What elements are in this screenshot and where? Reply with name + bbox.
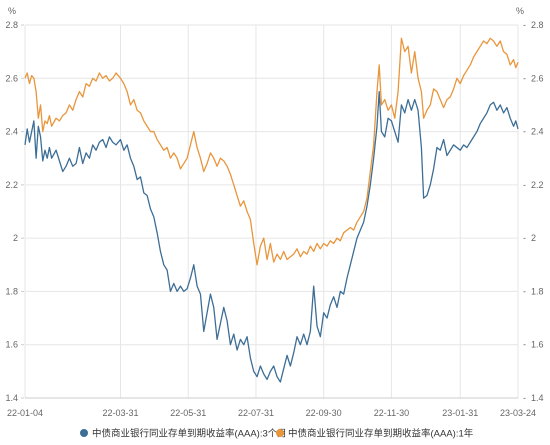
series-line-3m (24, 90, 519, 383)
x-tick-label: 23-03-24 (500, 408, 536, 418)
legend-label: 中债商业银行同业存单到期收益率(AAA):3个月 (92, 428, 287, 440)
y-tick-label-right: 2 (531, 233, 536, 243)
y-tick-label-right: 1.6 (531, 340, 544, 350)
y-tick-label-right: 2.4 (531, 127, 544, 137)
y-tick-label-right: 2.2 (531, 180, 544, 190)
right-unit-label: % (516, 6, 524, 16)
series-lines (24, 37, 519, 383)
left-unit-label: % (8, 6, 16, 16)
x-axis: 22-01-04 22-03-31 22-05-31 22-07-31 22-09-30… (7, 397, 536, 418)
x-tick-label: 22-01-04 (7, 408, 43, 418)
y-tick-label-right: 1.8 (531, 286, 544, 296)
x-tick-label: 22-05-31 (170, 408, 206, 418)
y-tick-label-left: 2.4 (5, 127, 18, 137)
y-tick-label-left: 2.2 (5, 180, 18, 190)
y-tick-label-left: 1.8 (5, 286, 18, 296)
y-tick-dash-right: - (523, 20, 526, 30)
y-axis-left: 1.4 1.6 1.8 2 2.2 2.4 2.6 2.8 (5, 20, 24, 403)
legend-marker (276, 429, 284, 437)
x-tick-label: 23-01-31 (442, 408, 478, 418)
legend-item-1y[interactable]: 中债商业银行同业存单到期收益率(AAA):1年 (276, 428, 474, 440)
y-tick-label-left: 2.6 (5, 73, 18, 83)
gridlines (24, 24, 519, 399)
y-tick-label-left: 1.4 (5, 393, 18, 403)
x-tick-label: 22-11-30 (374, 408, 409, 418)
y-tick-label-right: 2.6 (531, 73, 544, 83)
y-axis-right: -1.4- 1.6- 1.8- 2- 2.2- 2.4- 2.6- 2.8 (523, 20, 544, 403)
y-tick-dash-right: - (523, 127, 526, 137)
y-tick-label-right: 1.4 (531, 393, 544, 403)
x-tick-label: 22-03-31 (102, 408, 138, 418)
y-tick-dash-right: - (523, 180, 526, 190)
y-tick-dash-right: - (523, 393, 526, 403)
y-tick-label-right: 2.8 (531, 20, 544, 30)
legend[interactable]: 中债商业银行同业存单到期收益率(AAA):3个月 中债商业银行同业存单到期收益率(… (80, 428, 474, 440)
legend-label: 中债商业银行同业存单到期收益率(AAA):1年 (288, 428, 474, 440)
y-tick-dash-right: - (523, 233, 526, 243)
series-line-1y (24, 37, 519, 266)
y-tick-dash-right: - (523, 73, 526, 83)
y-tick-dash-right: - (523, 340, 526, 350)
legend-marker (80, 429, 88, 437)
y-tick-label-left: 2.8 (5, 20, 18, 30)
y-tick-label-left: 2 (13, 233, 18, 243)
x-tick-label: 22-07-31 (238, 408, 274, 418)
y-tick-dash-right: - (523, 286, 526, 296)
x-tick-label: 22-09-30 (306, 408, 342, 418)
y-tick-label-left: 1.6 (5, 340, 18, 350)
legend-item-3m[interactable]: 中债商业银行同业存单到期收益率(AAA):3个月 (80, 428, 287, 440)
